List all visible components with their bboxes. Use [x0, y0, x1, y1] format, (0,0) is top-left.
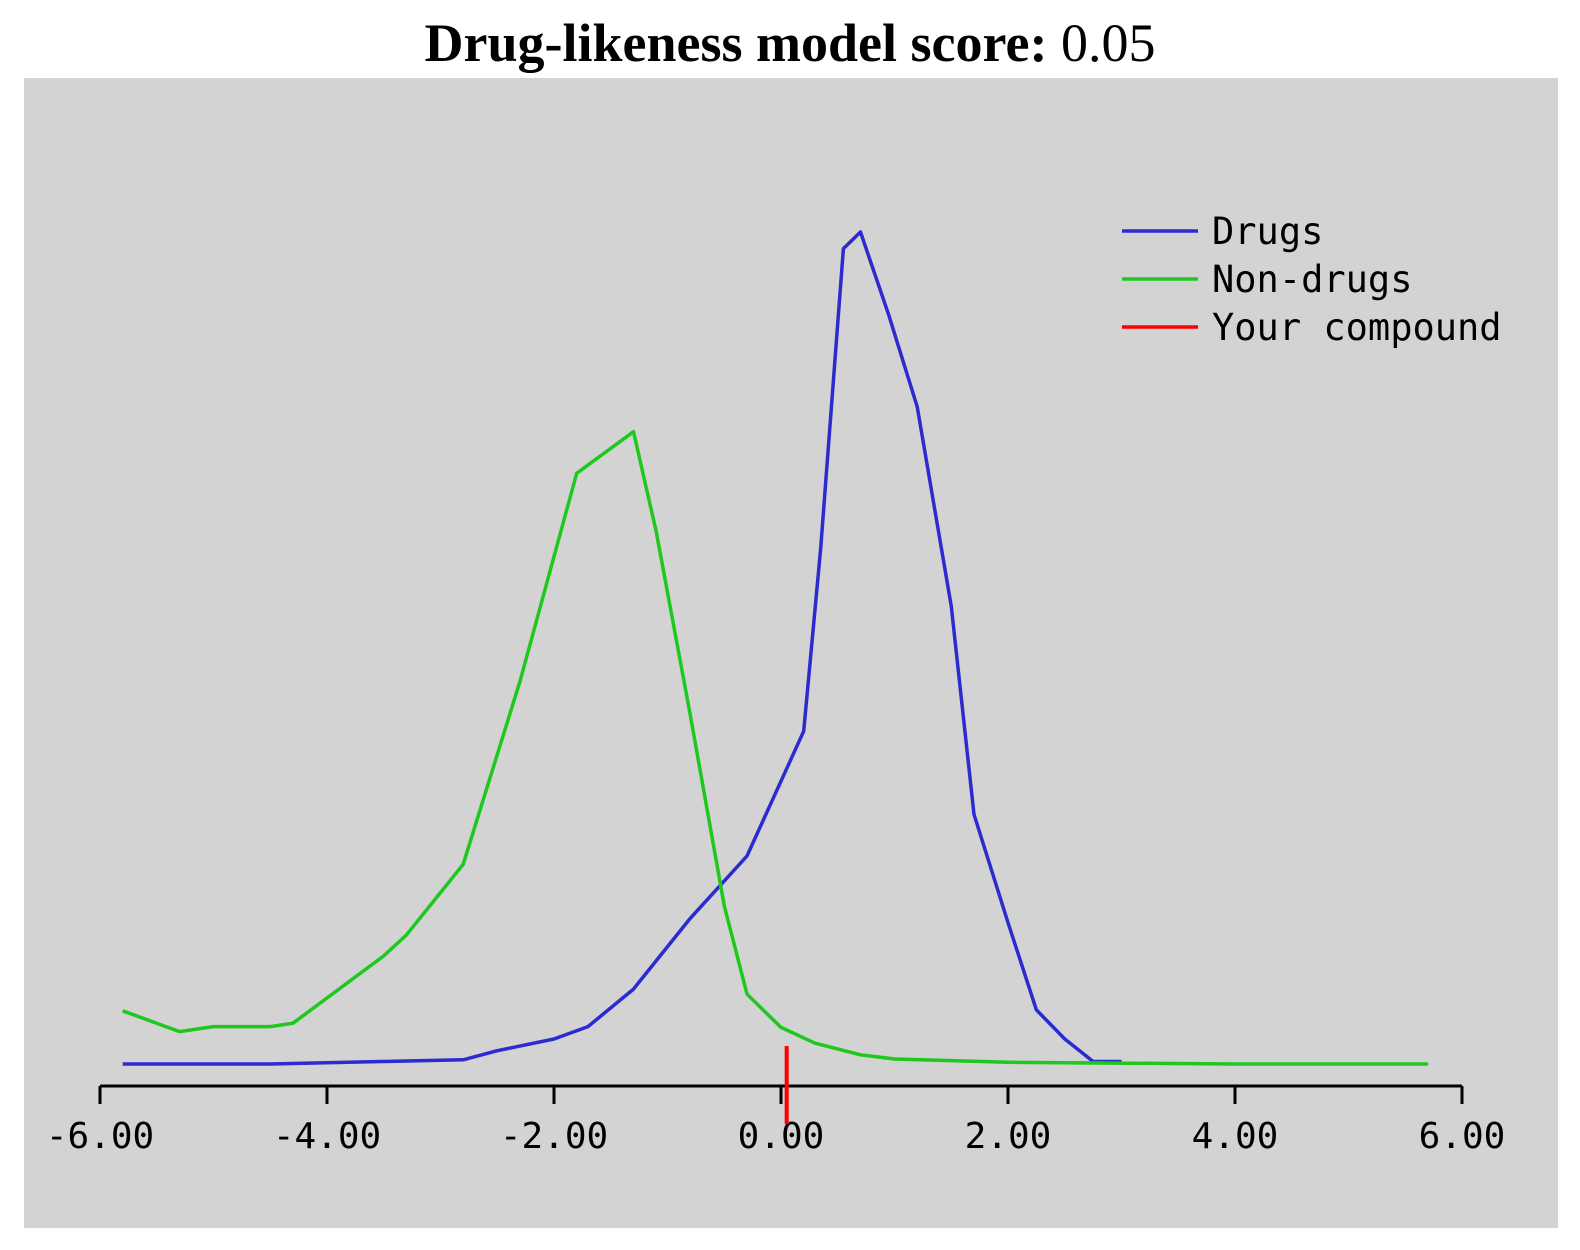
legend-label: Drugs [1212, 210, 1323, 253]
x-tick-label: -6.00 [46, 1116, 154, 1157]
x-tick-label: 2.00 [965, 1116, 1052, 1157]
chart-title-score: 0.05 [1060, 13, 1156, 73]
x-tick-label: 6.00 [1419, 1116, 1506, 1157]
chart-title: Drug-likeness model score: 0.05 [0, 8, 1580, 78]
series-line-non-drugs [122, 429, 1428, 1066]
x-tick-label: -4.00 [273, 1116, 381, 1157]
series-line-drugs [122, 230, 1122, 1066]
x-tick-label: 4.00 [1192, 1116, 1279, 1157]
x-tick-label: -2.00 [500, 1116, 608, 1157]
legend-label: Non-drugs [1212, 258, 1412, 301]
plot-background [24, 78, 1558, 1228]
legend-label: Your compound [1212, 306, 1502, 349]
x-tick-label: 0.00 [738, 1116, 825, 1157]
chart-title-label: Drug-likeness model score: [424, 13, 1048, 73]
